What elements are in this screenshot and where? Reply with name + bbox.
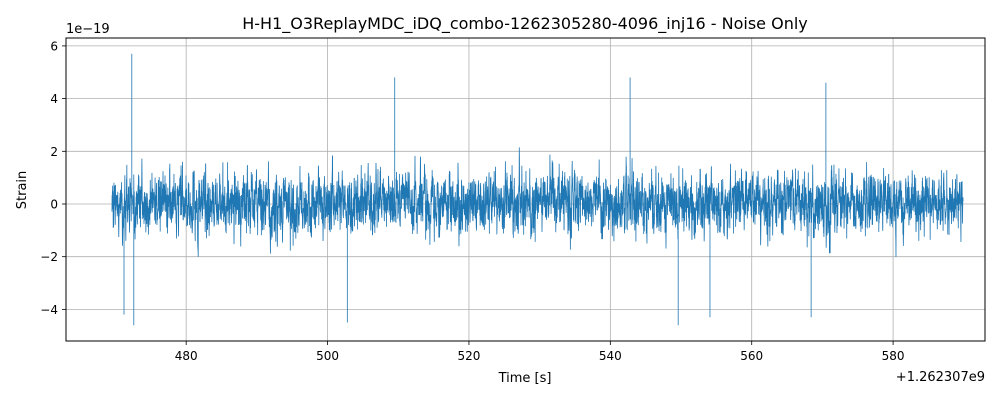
y-axis-scale-label: 1e−19 bbox=[66, 22, 110, 37]
y-tick-label: −4 bbox=[40, 303, 58, 317]
x-tick-label: 580 bbox=[882, 349, 905, 363]
plot-data bbox=[111, 53, 964, 326]
strain-series-line bbox=[111, 53, 964, 326]
plot-frame bbox=[65, 37, 986, 342]
x-tick-label: 540 bbox=[599, 349, 622, 363]
x-tick-label: 520 bbox=[457, 349, 480, 363]
x-axis-ticks: 480 500 520 540 560 580 bbox=[175, 341, 905, 363]
y-tick-label: 4 bbox=[50, 92, 58, 106]
x-tick-label: 560 bbox=[740, 349, 763, 363]
y-axis-ticks: −4 −2 0 2 4 6 bbox=[40, 39, 66, 317]
y-tick-label: 0 bbox=[50, 197, 58, 211]
y-tick-label: 6 bbox=[50, 39, 58, 53]
y-axis-label: Strain bbox=[15, 171, 30, 210]
x-axis-offset-label: +1.262307e9 bbox=[896, 370, 985, 385]
chart-title: H-H1_O3ReplayMDC_iDQ_combo-1262305280-40… bbox=[242, 14, 808, 34]
x-tick-label: 480 bbox=[175, 349, 198, 363]
y-tick-label: −2 bbox=[40, 250, 58, 264]
y-tick-label: 2 bbox=[50, 145, 58, 159]
x-tick-label: 500 bbox=[316, 349, 339, 363]
x-axis-label: Time [s] bbox=[498, 371, 552, 386]
